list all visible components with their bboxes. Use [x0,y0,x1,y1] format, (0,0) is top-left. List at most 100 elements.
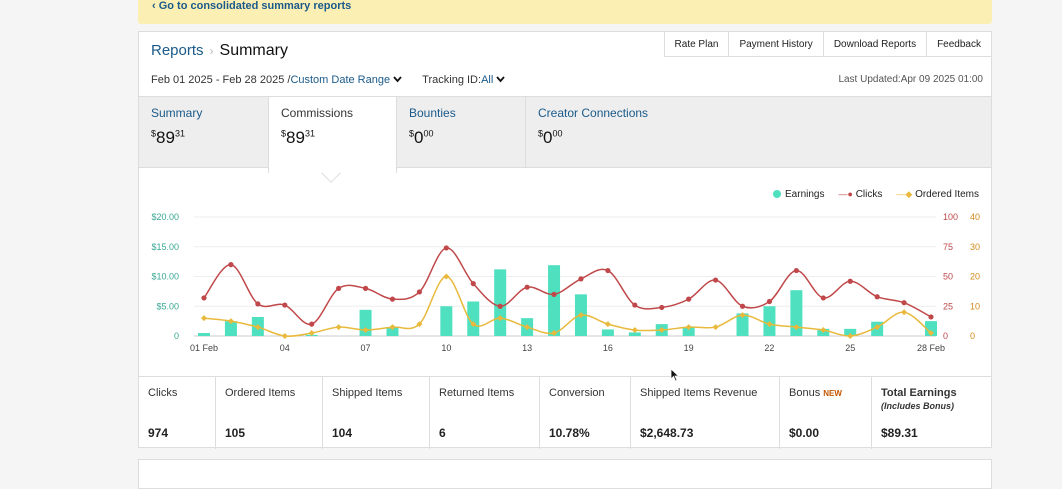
last-updated: Last Updated:Apr 09 2025 01:00 [838,74,983,85]
custom-date-range-label: Custom Date Range [290,74,391,86]
ordered-items-point [389,324,396,331]
ordered-items-point [497,315,504,322]
clicks-point [712,277,719,283]
earnings-bar [440,306,453,336]
earnings-bar [548,265,561,336]
clicks-point [201,295,207,301]
stat-clicks: Clicks 974 [139,377,216,449]
y-tick-label-ordered: 10 [970,301,980,311]
ordered-items-point [254,324,261,331]
ordered-items-point [712,324,719,331]
clicks-point [928,314,934,320]
stat-shipped-revenue: Shipped Items Revenue $2,648.73 [631,377,780,449]
tab-summary[interactable]: Summary $8931 [139,97,268,168]
tab-bounties[interactable]: Bounties $000 [397,97,526,168]
ordered-items-point [901,309,908,316]
ordered-items-point [524,324,531,331]
tab-commissions[interactable]: Commissions $8931 [268,97,397,173]
y-tick-label-earnings: $10.00 [151,272,179,282]
clicks-point [362,285,369,291]
new-badge: NEW [823,389,842,398]
clicks-point [578,276,584,282]
tab-amount: $8931 [281,128,315,147]
summary-tabs: Summary $8931 Commissions $8931 Bounties… [139,96,991,173]
clicks-point [551,291,557,297]
x-tick-label: 07 [361,343,371,353]
payment-history-button[interactable]: Payment History [728,32,823,57]
earnings-chart: $20.00 100 40$15.00 75 30$10.00 50 20$5.00 25 10… [151,212,980,353]
clicks-point [739,303,746,309]
y-tick-label-ordered: 20 [970,272,980,282]
tracking-id-dropdown[interactable]: All [481,74,506,86]
chart-legend: Earnings —● Clicks —◆ Ordered Items [773,189,979,200]
earnings-bar [925,321,937,336]
feedback-button[interactable]: Feedback [926,32,991,57]
y-tick-label-clicks: 50 [943,272,953,282]
clicks-point [686,296,692,302]
ordered-items-point [335,324,342,331]
clicks-point [874,294,880,300]
clicks-point [309,321,315,327]
x-tick-label: 22 [764,343,774,353]
ordered-items-point [227,318,234,325]
toolbar: Rate Plan Payment History Download Repor… [663,32,991,57]
earnings-bar [386,327,399,336]
earnings-dot-icon [773,190,782,199]
earnings-bar [844,328,857,336]
ordered-items-point [604,321,611,328]
rate-plan-button[interactable]: Rate Plan [663,32,729,57]
breadcrumb-reports-link[interactable]: Reports [151,42,204,59]
legend-ordered-items[interactable]: —◆ Ordered Items [896,189,979,200]
next-section-card [138,459,992,489]
consolidated-summary-link[interactable]: ‹ Go to consolidated summary reports [152,0,352,12]
stat-bonus: Bonus NEW $0.00 [780,377,872,449]
tab-amount: $8931 [151,128,185,147]
y-tick-label-ordered: 30 [970,242,980,252]
ordered-items-point [928,330,934,337]
clicks-point [336,285,342,291]
custom-date-range-dropdown[interactable]: Custom Date Range [290,74,402,86]
stat-conversion: Conversion 10.78% [540,377,631,449]
clicks-point [282,302,288,308]
ordered-marker-icon: —◆ [896,189,913,199]
earnings-bar [224,321,237,336]
earnings-bar [467,301,480,336]
ordered-items-line [203,275,932,337]
ordered-items-point [416,321,423,328]
legend-clicks[interactable]: —● Clicks [838,189,883,200]
download-reports-button[interactable]: Download Reports [822,32,927,57]
y-tick-label-earnings: $15.00 [151,242,179,252]
ordered-items-point [201,315,207,322]
clicks-point [228,262,234,268]
ordered-items-point [793,324,800,331]
x-tick-label: 25 [845,343,855,353]
x-tick-label: 13 [522,343,532,353]
clicks-point [255,301,261,307]
x-tick-label: 01 Feb [190,343,218,353]
chevron-down-icon [393,76,402,83]
reports-card: Reports › Summary Rate Plan Payment Histor… [138,31,992,449]
clicks-point [605,267,611,274]
ordered-items-point [281,333,288,339]
x-tick-label: 19 [684,343,694,353]
stat-shipped-items: Shipped Items 104 [323,377,430,449]
tab-amount: $000 [409,128,434,147]
clicks-point [389,296,396,302]
x-tick-label: 04 [280,343,290,353]
clicks-line [203,247,932,325]
legend-earnings[interactable]: Earnings [773,189,824,200]
tab-creator-connections[interactable]: Creator Connections $000 [526,97,726,168]
tab-label: Commissions [281,106,354,120]
ordered-items-point [631,327,638,334]
y-tick-label-clicks: 100 [943,212,958,222]
clicks-point [659,304,665,311]
y-tick-label-ordered: 40 [970,212,980,222]
tab-label: Summary [151,106,203,120]
x-tick-label: 10 [441,343,451,353]
breadcrumb: Reports › Summary [151,42,288,60]
ordered-items-point [739,312,746,319]
ordered-items-point [362,327,369,334]
clicks-point [847,278,853,284]
tab-label: Bounties [409,106,456,120]
clicks-point [443,245,449,251]
